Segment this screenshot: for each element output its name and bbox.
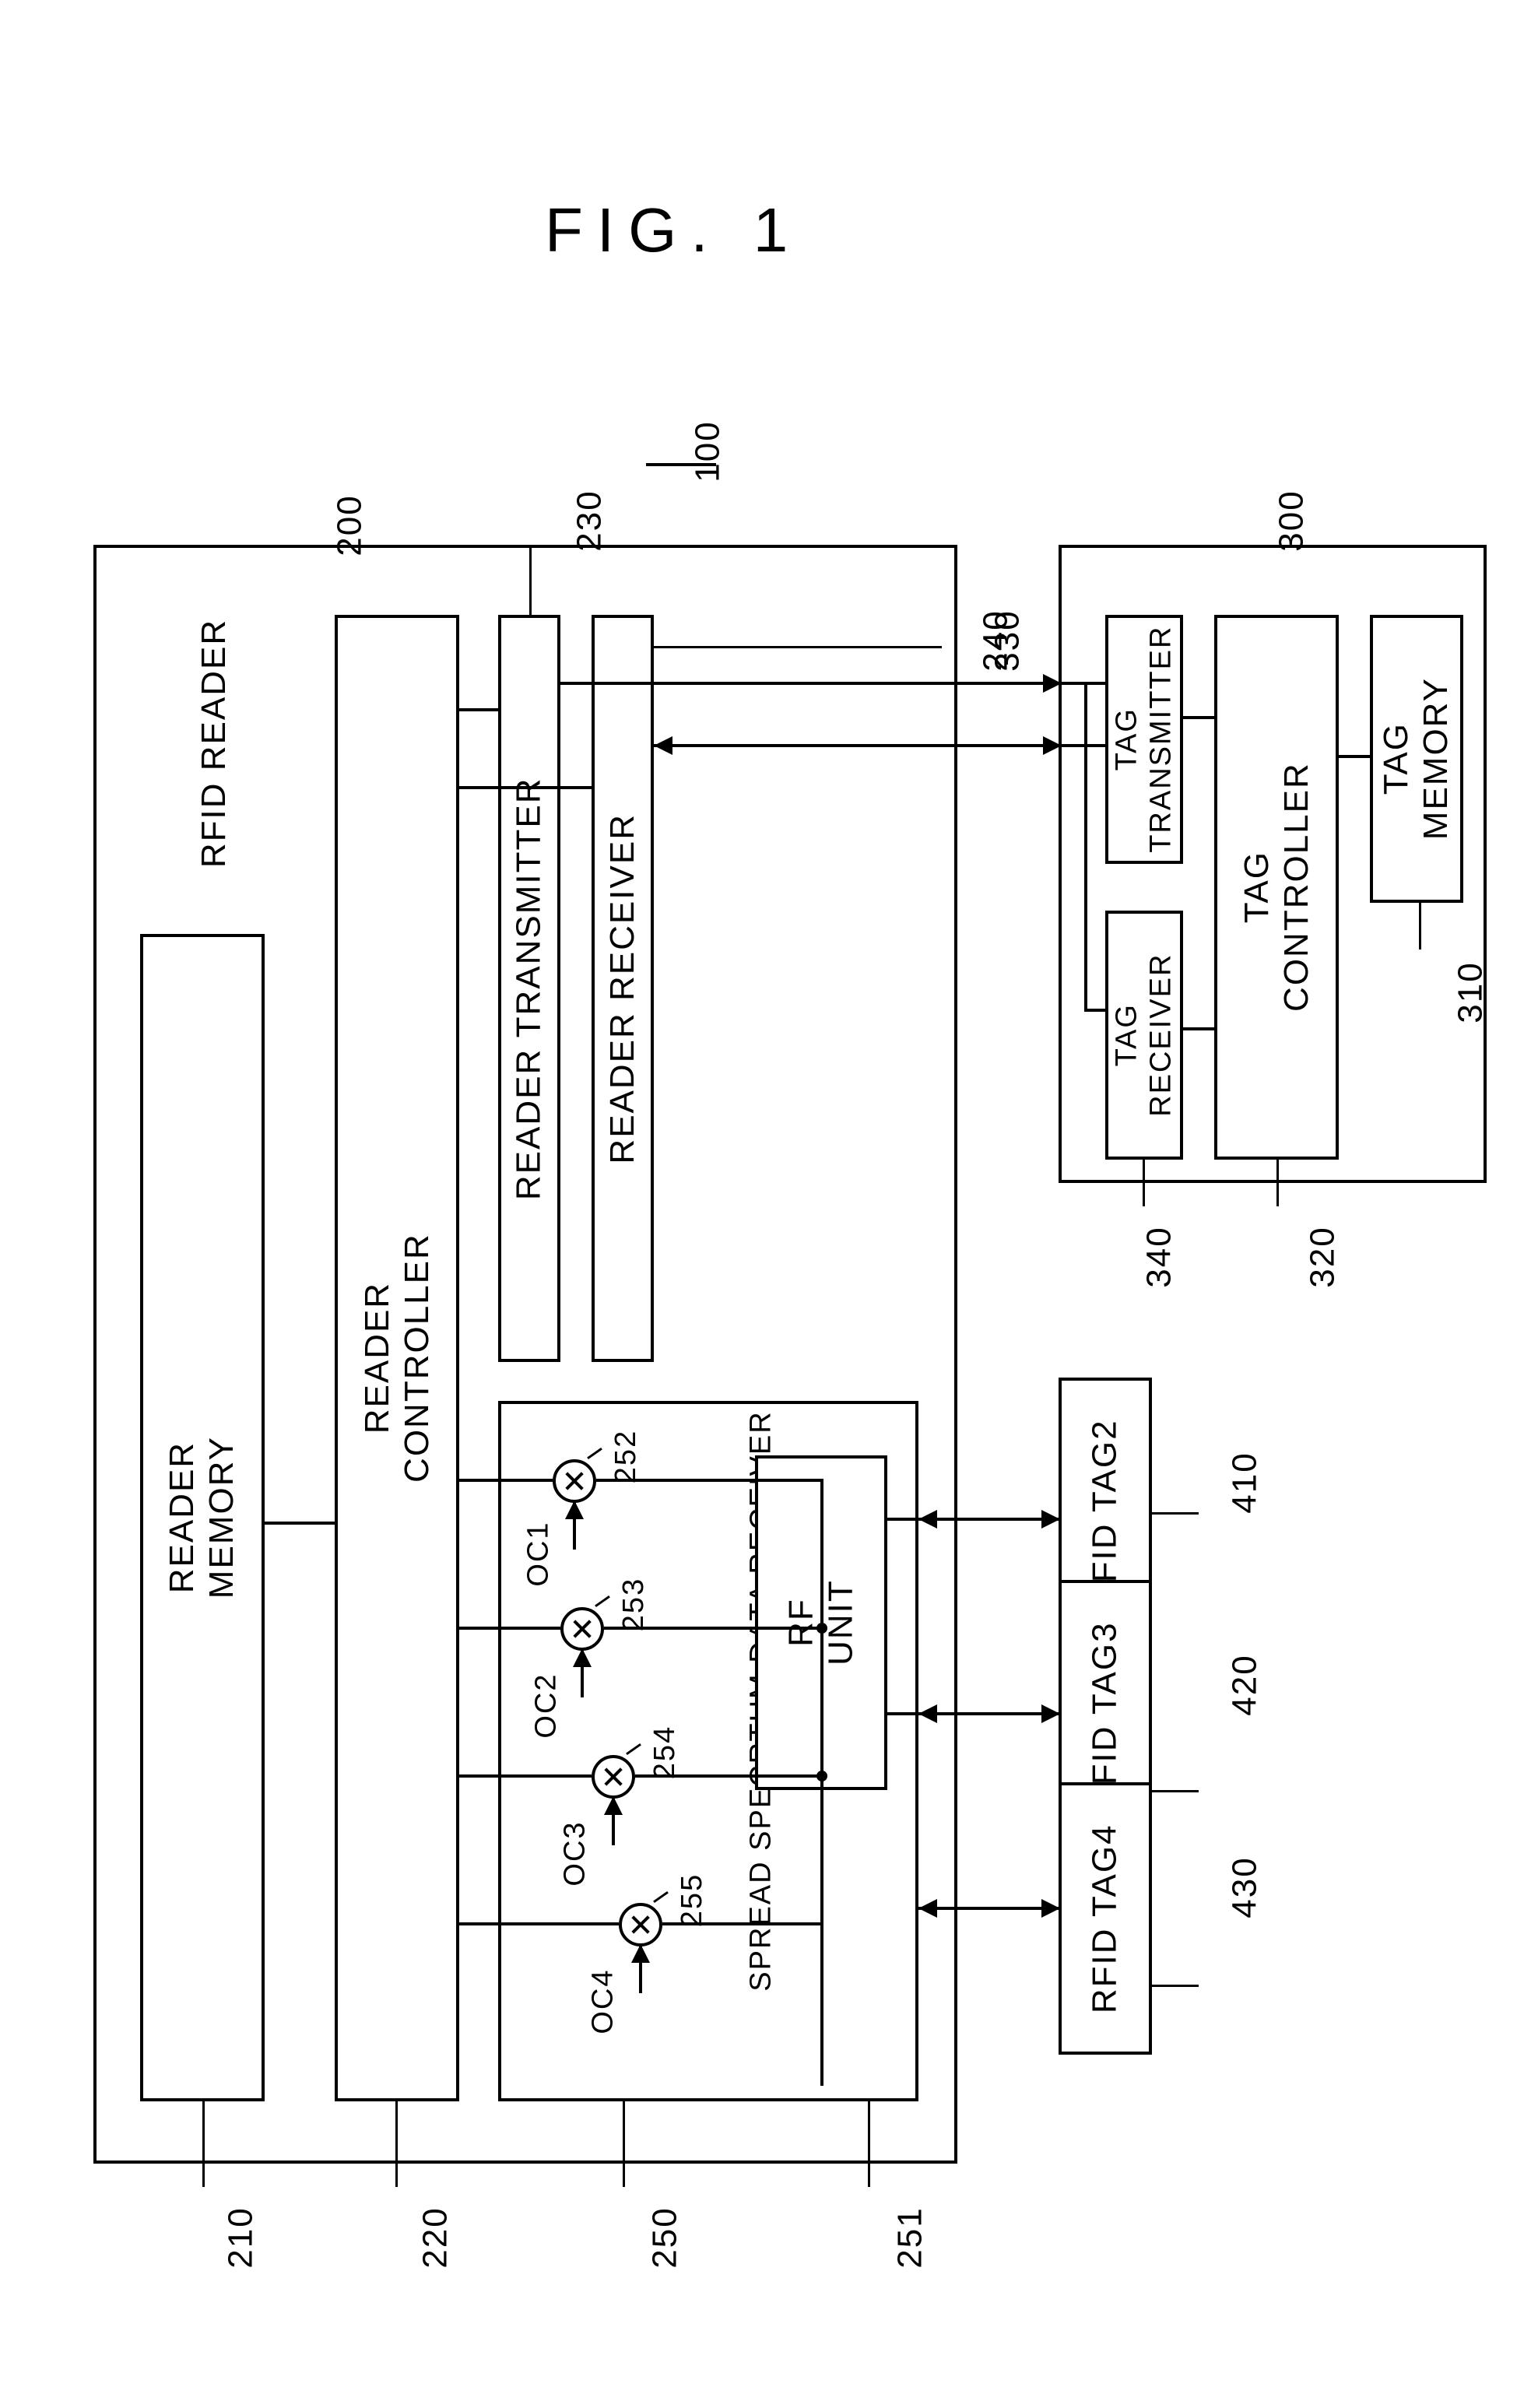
oc2-label: OC2 (530, 1673, 564, 1738)
reader-transmitter-ref: 230 (571, 490, 609, 551)
tag-controller: TAG CONTROLLER (1214, 615, 1339, 1160)
reader-controller: READER CONTROLLER (335, 615, 459, 2101)
mixer-oc4 (619, 1903, 662, 1946)
tag1-ref: 300 (1273, 490, 1312, 551)
mixer4-ref: 255 (676, 1873, 709, 1927)
rf-unit-ref: 251 (891, 2206, 930, 2268)
rfid-tag3-ref: 420 (1226, 1654, 1265, 1715)
reader-receiver: READER RECEIVER (592, 615, 654, 1362)
mixer3-ref: 254 (648, 1725, 682, 1779)
ssdr-ref: 250 (646, 2206, 685, 2268)
rfid-tag4-ref: 430 (1226, 1856, 1265, 1918)
mixer-oc3 (592, 1755, 635, 1799)
system-ref: 100 (689, 420, 728, 482)
tag-transmitter: TAG TRANSMITTER (1105, 615, 1183, 864)
mixer2-ref: 253 (617, 1578, 651, 1631)
reader-memory: READER MEMORY (140, 934, 265, 2101)
tag-controller-ref: 320 (1304, 1226, 1343, 1287)
oc3-label: OC3 (559, 1820, 592, 1886)
tag-memory-ref: 310 (1452, 961, 1491, 1023)
reader-controller-ref: 220 (416, 2206, 455, 2268)
rfid-tag4: RFID TAG4 (1059, 1782, 1152, 2055)
mixer-oc1 (553, 1459, 596, 1503)
tag-transmitter-ref: 330 (988, 609, 1027, 671)
figure-title: FIG. 1 (545, 195, 802, 266)
oc1-label: OC1 (522, 1521, 556, 1586)
rfid-tag2-ref: 410 (1226, 1451, 1265, 1513)
rfid-reader-label: RFID READER (195, 619, 234, 868)
mixer-oc2 (560, 1607, 604, 1651)
tag-receiver-ref: 340 (1140, 1226, 1179, 1287)
tag-memory: TAG MEMORY (1370, 615, 1463, 903)
diagram-canvas: FIG. 1 100 RFID READER 200 READER MEMORY… (0, 0, 1531, 2408)
mixer1-ref: 252 (609, 1430, 643, 1483)
tag-receiver: TAG RECEIVER (1105, 911, 1183, 1160)
reader-transmitter: READER TRANSMITTER (498, 615, 560, 1362)
oc4-label: OC4 (587, 1968, 620, 2034)
reader-memory-ref: 210 (222, 2206, 261, 2268)
